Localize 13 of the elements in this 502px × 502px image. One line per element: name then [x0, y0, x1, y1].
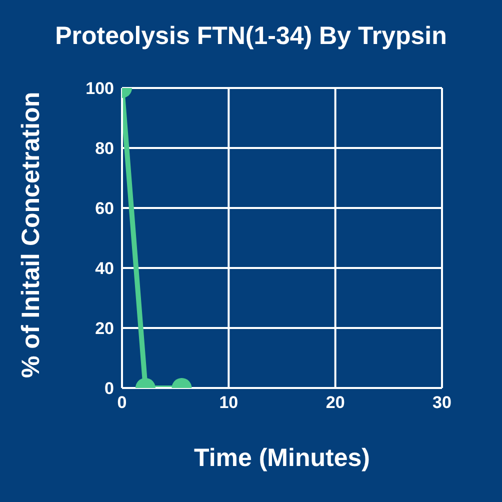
y-tick-label: 100: [86, 79, 114, 98]
x-tick-label: 30: [432, 393, 452, 412]
y-tick-label: 60: [95, 199, 114, 218]
chart-title: Proteolysis FTN(1-34) By Trypsin: [54, 22, 448, 51]
y-tick-label: 20: [95, 319, 114, 338]
x-tick-label: 20: [326, 393, 345, 412]
x-tick-label: 0: [117, 393, 127, 412]
x-tick-label: 10: [219, 393, 238, 412]
y-tick-label: 0: [104, 379, 114, 398]
y-tick-label: 80: [95, 139, 114, 158]
x-axis-title: Time (Minutes): [194, 444, 370, 472]
y-axis-title: % of Initail Concetration: [16, 92, 45, 378]
y-tick-label: 40: [95, 259, 114, 278]
